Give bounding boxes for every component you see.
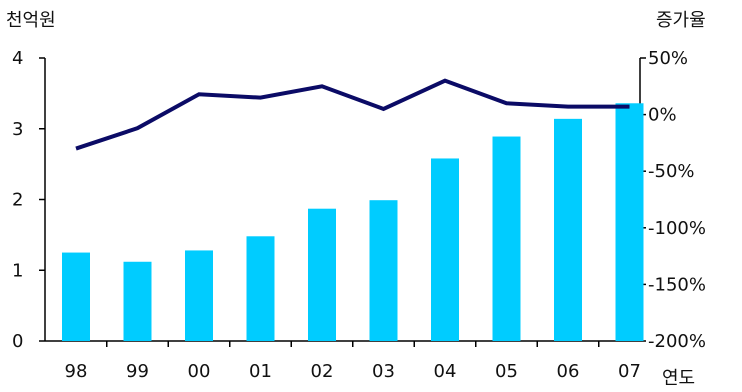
- y2-axis-title: 증가율: [656, 10, 706, 31]
- x-tick-label: 07: [618, 361, 641, 382]
- x-tick-label: 04: [434, 361, 457, 382]
- x-tick-label: 99: [126, 361, 149, 382]
- bar: [124, 262, 152, 341]
- y-tick-label: 2: [12, 190, 23, 211]
- x-tick-label: 00: [188, 361, 211, 382]
- bar: [554, 119, 582, 341]
- y2-tick-label: -200%: [648, 331, 706, 352]
- x-tick-label: 98: [65, 361, 88, 382]
- x-tick-label: 03: [372, 361, 395, 382]
- bar: [308, 209, 336, 341]
- y2-tick-label: 50%: [648, 48, 688, 69]
- bar: [431, 158, 459, 341]
- x-axis-title: 연도: [662, 368, 695, 388]
- y2-tick-label: -150%: [648, 274, 706, 295]
- y-tick-label: 0: [12, 331, 23, 352]
- bar-series: [62, 103, 644, 341]
- y-tick-label: 1: [12, 260, 23, 281]
- y-tick-label: 3: [12, 119, 23, 140]
- x-tick-label: 01: [249, 361, 272, 382]
- bar: [62, 253, 90, 341]
- y-axis-title: 천억원: [6, 10, 56, 31]
- growth-rate-line: [76, 81, 630, 149]
- x-tick-label: 02: [311, 361, 334, 382]
- x-tick-label: 06: [557, 361, 580, 382]
- line-series: [76, 81, 630, 149]
- bar: [616, 103, 644, 341]
- y2-tick-label: 0%: [648, 105, 677, 126]
- y2-tick-label: -100%: [648, 218, 706, 239]
- bar: [493, 137, 521, 341]
- bar: [370, 200, 398, 341]
- y2-tick-label: -50%: [648, 161, 695, 182]
- y-tick-label: 4: [12, 48, 23, 69]
- bar: [247, 236, 275, 341]
- x-tick-label: 05: [495, 361, 518, 382]
- bar: [185, 250, 213, 341]
